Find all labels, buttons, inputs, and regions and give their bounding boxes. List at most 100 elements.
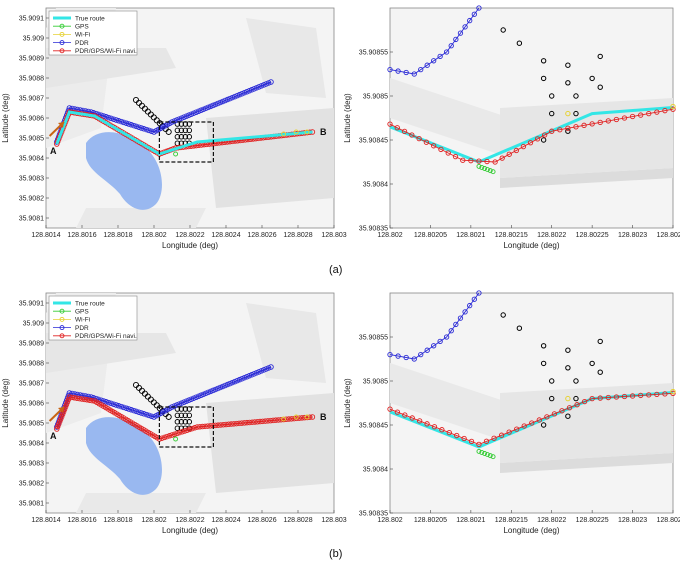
gps-point (490, 454, 496, 460)
series-fused-point (549, 128, 555, 134)
series-pdr-point (105, 399, 112, 406)
x-tick-label: 128.8028 (283, 232, 312, 239)
series-fused-point (79, 396, 85, 402)
series-fused-point (468, 438, 475, 445)
series-fused-point (551, 411, 558, 417)
series-pdr-point (100, 398, 107, 404)
series-fused-point (197, 424, 203, 430)
series-pdr-point (200, 391, 207, 398)
series-pdr-point (248, 372, 255, 378)
series-fused-point (262, 418, 269, 424)
series-fused-point (199, 423, 206, 430)
series-pdr-point (261, 82, 267, 88)
series-fused-point (244, 419, 250, 426)
series-pdr-point (443, 334, 450, 340)
series-fused-point (194, 424, 200, 430)
y-tick-label: 35.90835 (359, 226, 388, 233)
series-fused-point (498, 432, 505, 438)
wifi-point (304, 414, 310, 420)
series-pdr-point (115, 403, 122, 409)
caption-b: (b) (329, 548, 343, 560)
series-pdr-point (108, 400, 114, 407)
series-fused-point (283, 416, 289, 423)
series-fused-point (299, 415, 305, 421)
x-tick-label: 128.80215 (495, 232, 528, 239)
series-fused-point (275, 417, 282, 423)
y-tick-label: 35.9091 (19, 301, 44, 308)
legend-label: True route (75, 15, 105, 22)
legend-label: PDR/GPS/Wi-Fi navi. (75, 48, 137, 55)
series-pdr-point (136, 409, 142, 415)
series-pdr-point (471, 11, 477, 17)
start-label: A (50, 146, 57, 156)
series-pdr-point (190, 110, 197, 116)
wifi-point (565, 395, 571, 402)
series-fused-point (387, 121, 393, 127)
series-fused-point (520, 143, 527, 150)
gps-point (484, 167, 490, 173)
series-pdr-point (113, 117, 119, 123)
series-pdr-point (253, 370, 260, 376)
legend-marker (59, 48, 65, 54)
series-fused-point (394, 125, 400, 131)
series-pdr-point (203, 105, 209, 112)
series-fused-point (597, 395, 603, 401)
x-tick-label: 128.8016 (67, 232, 96, 239)
series-fused-point (58, 413, 65, 420)
series-pdr-point (128, 407, 135, 413)
series-fused-point (259, 418, 266, 425)
series-fused-point (597, 119, 603, 126)
panel-a-zoom: 128.802 128.80205 128.8021 128.80215 128.802… (343, 5, 680, 250)
series-fused-point (629, 113, 636, 120)
wifi-ap-marker (174, 134, 181, 140)
x-axis-label: Longitude (deg) (162, 526, 218, 535)
series-fused-point (506, 151, 512, 157)
map-block (390, 78, 510, 158)
wifi-ap-marker (174, 412, 181, 419)
series-fused-point (654, 391, 660, 398)
series-pdr-point (224, 96, 231, 103)
x-tick-label: 128.8016 (67, 517, 96, 524)
wifi-ap-marker (589, 360, 595, 367)
wifi-ap-marker (565, 128, 571, 134)
series-fused-point (257, 418, 263, 425)
series-pdr-point (205, 389, 211, 396)
wifi-ap-marker (174, 419, 181, 425)
series-pdr-point (103, 399, 109, 405)
series-pdr-point (217, 99, 224, 106)
series-pdr-point (190, 395, 197, 401)
series-pdr-point (457, 30, 464, 36)
series-fused-point (265, 418, 271, 424)
series-pdr-point (241, 89, 248, 96)
series-pdr-point (146, 127, 152, 134)
series-fused-point (174, 430, 180, 437)
series-pdr-point (236, 376, 243, 383)
series-pdr-point (181, 399, 187, 405)
series-pdr-point (403, 354, 409, 361)
series-pdr-point (234, 92, 240, 99)
x-tick-label: 128.80215 (495, 517, 528, 524)
series-pdr-point (212, 386, 219, 393)
series-pdr-point (251, 86, 257, 92)
y-tick-label: 35.90845 (359, 138, 388, 145)
x-tick-label: 128.803 (321, 232, 346, 239)
wifi-ap-marker (178, 134, 185, 140)
series-fused-point (409, 132, 415, 138)
series-pdr-point (188, 396, 195, 402)
series-pdr-point (195, 108, 202, 115)
x-tick-label: 128.8018 (103, 517, 132, 524)
y-tick-label: 35.9082 (19, 481, 44, 488)
gps-point (479, 165, 485, 170)
series-fused-point (267, 417, 274, 424)
wifi-ap-marker (186, 121, 193, 127)
series-fused-point (189, 425, 195, 432)
series-pdr-point (263, 366, 269, 372)
wifi-ap-marker (597, 338, 603, 345)
series-fused-line (389, 108, 674, 163)
series-fused-point (71, 395, 78, 401)
wifi-ap-marker (182, 134, 189, 140)
caption-a: (a) (329, 264, 343, 276)
x-tick-label: 128.80225 (576, 517, 609, 524)
series-pdr-point (246, 373, 253, 379)
